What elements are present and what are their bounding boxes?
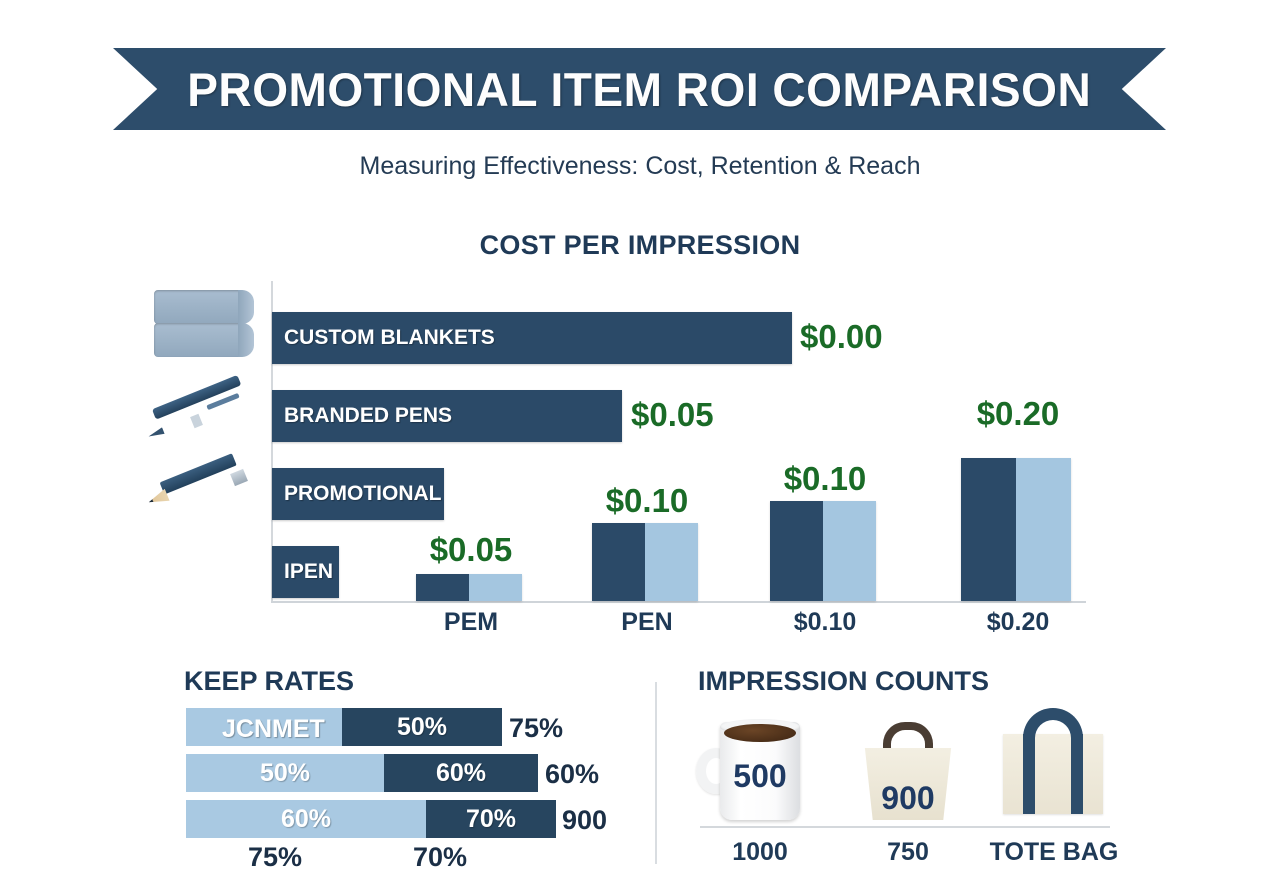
coffee-mug-icon: 500 [696, 712, 810, 822]
hbar-value-branded-pens: $0.05 [631, 396, 714, 433]
vbar-value-020: $0.20 [976, 395, 1060, 432]
keep-rate-light-segment [186, 708, 342, 746]
keep-rate-row-2[interactable]: 50% 60% [186, 754, 538, 792]
keep-rate-outer-1: 75% [509, 713, 564, 743]
pen-icon [148, 374, 258, 444]
keep-rate-dark-segment: 70% [426, 800, 556, 838]
hbar-value-custom-blankets: $0.00 [800, 318, 883, 355]
keep-rate-light-segment: 50% [186, 754, 384, 792]
vbar-pem[interactable] [416, 574, 522, 601]
hbar-label: CUSTOM BLANKETS [284, 326, 495, 349]
vbar-dark-segment [416, 574, 469, 601]
keep-rate-outer-2: 60% [545, 759, 600, 789]
cost-per-impression-title: COST PER IMPRESSION [479, 230, 801, 260]
keep-rate-row-1[interactable]: 50% [186, 708, 502, 746]
keep-rate-footer-2: 70% [413, 842, 468, 872]
vbar-020[interactable] [961, 458, 1071, 601]
page-subtitle: Measuring Effectiveness: Cost, Retention… [359, 152, 921, 180]
impression-label-tote-bag: TOTE BAG [989, 838, 1119, 866]
keep-rate-light-segment: 60% [186, 800, 426, 838]
keep-rate-row-3[interactable]: 60% 70% [186, 800, 556, 838]
xtick-020: $0.20 [986, 608, 1050, 636]
vbar-dark-segment [770, 501, 823, 601]
hbar-label: IPEN [284, 560, 334, 583]
vbar-pen[interactable] [592, 523, 698, 601]
hbar-label: BRANDED PENS [284, 404, 453, 427]
pencil-icon [148, 453, 260, 516]
keep-rates-title: KEEP RATES [184, 666, 355, 696]
xtick-010: $0.10 [793, 608, 857, 636]
keep-rate-dark-label: 50% [396, 712, 448, 741]
keep-rate-light-label: 50% [259, 758, 311, 787]
tote-bag-plain-icon [993, 706, 1113, 818]
impression-counts-title: IMPRESSION COUNTS [698, 666, 990, 696]
hbar-label: PROMOTIONAL [284, 482, 442, 505]
keep-rate-light-label-1: JCNMET [222, 715, 325, 743]
mug-impression-value: 500 [733, 758, 787, 794]
tote-bag-icon: 900 [853, 712, 963, 822]
vbar-value-pem: $0.05 [429, 531, 513, 568]
section-divider [655, 682, 657, 864]
impression-counts-baseline [700, 826, 1110, 828]
keep-rate-dark-segment: 60% [384, 754, 538, 792]
impression-label-mug: 1000 [732, 838, 788, 866]
vbar-light-segment [1016, 458, 1071, 601]
impression-label-tote: 750 [887, 838, 929, 866]
keep-rate-footer-1: 75% [248, 842, 303, 872]
keep-rate-light-label: 60% [280, 804, 332, 833]
xtick-pen: PEN [621, 608, 673, 636]
header-ribbon: PROMOTIONAL ITEM ROI COMPARISON [113, 48, 1166, 130]
vbar-light-segment [645, 523, 698, 601]
keep-rate-dark-label: 60% [435, 758, 487, 787]
hbar-branded-pens[interactable]: BRANDED PENS [272, 390, 622, 442]
hbar-custom-blankets[interactable]: CUSTOM BLANKETS [272, 312, 792, 364]
vbar-dark-segment [592, 523, 645, 601]
keep-rate-dark-label: 70% [465, 804, 517, 833]
hbar-ipen[interactable]: IPEN [272, 546, 339, 598]
xtick-pem: PEM [443, 608, 499, 636]
product-icon-column [140, 282, 268, 537]
keep-rate-dark-segment: 50% [342, 708, 502, 746]
vbar-light-segment [469, 574, 522, 601]
vbar-010[interactable] [770, 501, 876, 601]
page-title: PROMOTIONAL ITEM ROI COMPARISON [187, 62, 1092, 116]
hbar-promotional[interactable]: PROMOTIONAL [272, 468, 444, 520]
blanket-icon [154, 290, 254, 365]
vbar-value-010: $0.10 [783, 460, 867, 497]
vbar-dark-segment [961, 458, 1016, 601]
chart-x-axis [271, 601, 1086, 603]
keep-rate-outer-3: 900 [562, 805, 608, 835]
vbar-light-segment [823, 501, 876, 601]
vbar-value-pen: $0.10 [605, 482, 689, 519]
tote-impression-value: 900 [881, 780, 935, 816]
vertical-bars-group [271, 281, 1086, 601]
